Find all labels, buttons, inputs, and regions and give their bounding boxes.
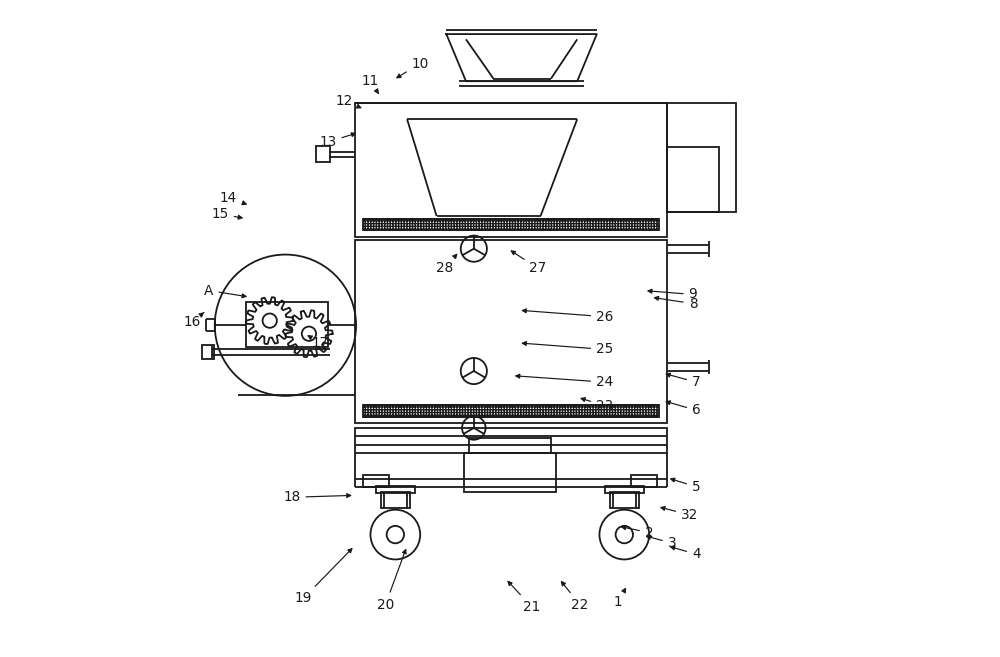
Text: 14: 14 <box>220 191 246 205</box>
Text: 19: 19 <box>295 549 352 605</box>
Text: 3: 3 <box>647 535 676 550</box>
Text: 4: 4 <box>671 546 701 561</box>
Text: 1: 1 <box>613 589 626 609</box>
Text: 28: 28 <box>436 254 457 275</box>
Text: 26: 26 <box>522 309 613 324</box>
Text: 11: 11 <box>362 74 379 93</box>
Bar <box>469 438 551 453</box>
Text: 23: 23 <box>581 397 613 413</box>
Bar <box>631 475 657 487</box>
Bar <box>376 486 415 493</box>
Bar <box>363 219 659 231</box>
Bar <box>202 345 214 359</box>
Text: 27: 27 <box>511 251 547 275</box>
Text: 5: 5 <box>671 478 701 494</box>
Bar <box>355 240 667 423</box>
Text: 22: 22 <box>561 581 588 612</box>
Text: 15: 15 <box>211 207 242 221</box>
Text: 17: 17 <box>308 336 329 350</box>
Text: 10: 10 <box>397 57 429 78</box>
Text: 25: 25 <box>522 342 613 357</box>
Bar <box>363 475 389 487</box>
Text: 12: 12 <box>336 94 361 108</box>
Text: 2: 2 <box>622 526 653 539</box>
Bar <box>355 428 667 453</box>
Bar <box>464 453 556 492</box>
Text: 8: 8 <box>655 296 697 311</box>
Bar <box>381 492 410 509</box>
Text: 16: 16 <box>184 313 204 329</box>
Text: 21: 21 <box>508 581 540 614</box>
Bar <box>246 302 328 347</box>
Bar <box>667 102 736 212</box>
Bar <box>355 102 667 237</box>
Bar <box>667 147 719 212</box>
Text: 20: 20 <box>377 549 406 612</box>
Text: 32: 32 <box>661 507 698 522</box>
Bar <box>363 405 659 417</box>
Text: 18: 18 <box>283 490 351 505</box>
Text: 24: 24 <box>516 374 613 389</box>
Bar <box>605 486 644 493</box>
Text: 6: 6 <box>666 401 701 417</box>
Text: 13: 13 <box>319 133 355 149</box>
Bar <box>316 146 330 162</box>
Text: 7: 7 <box>666 373 701 389</box>
Bar <box>610 492 639 509</box>
Text: 9: 9 <box>648 288 697 302</box>
Text: A: A <box>204 284 246 298</box>
